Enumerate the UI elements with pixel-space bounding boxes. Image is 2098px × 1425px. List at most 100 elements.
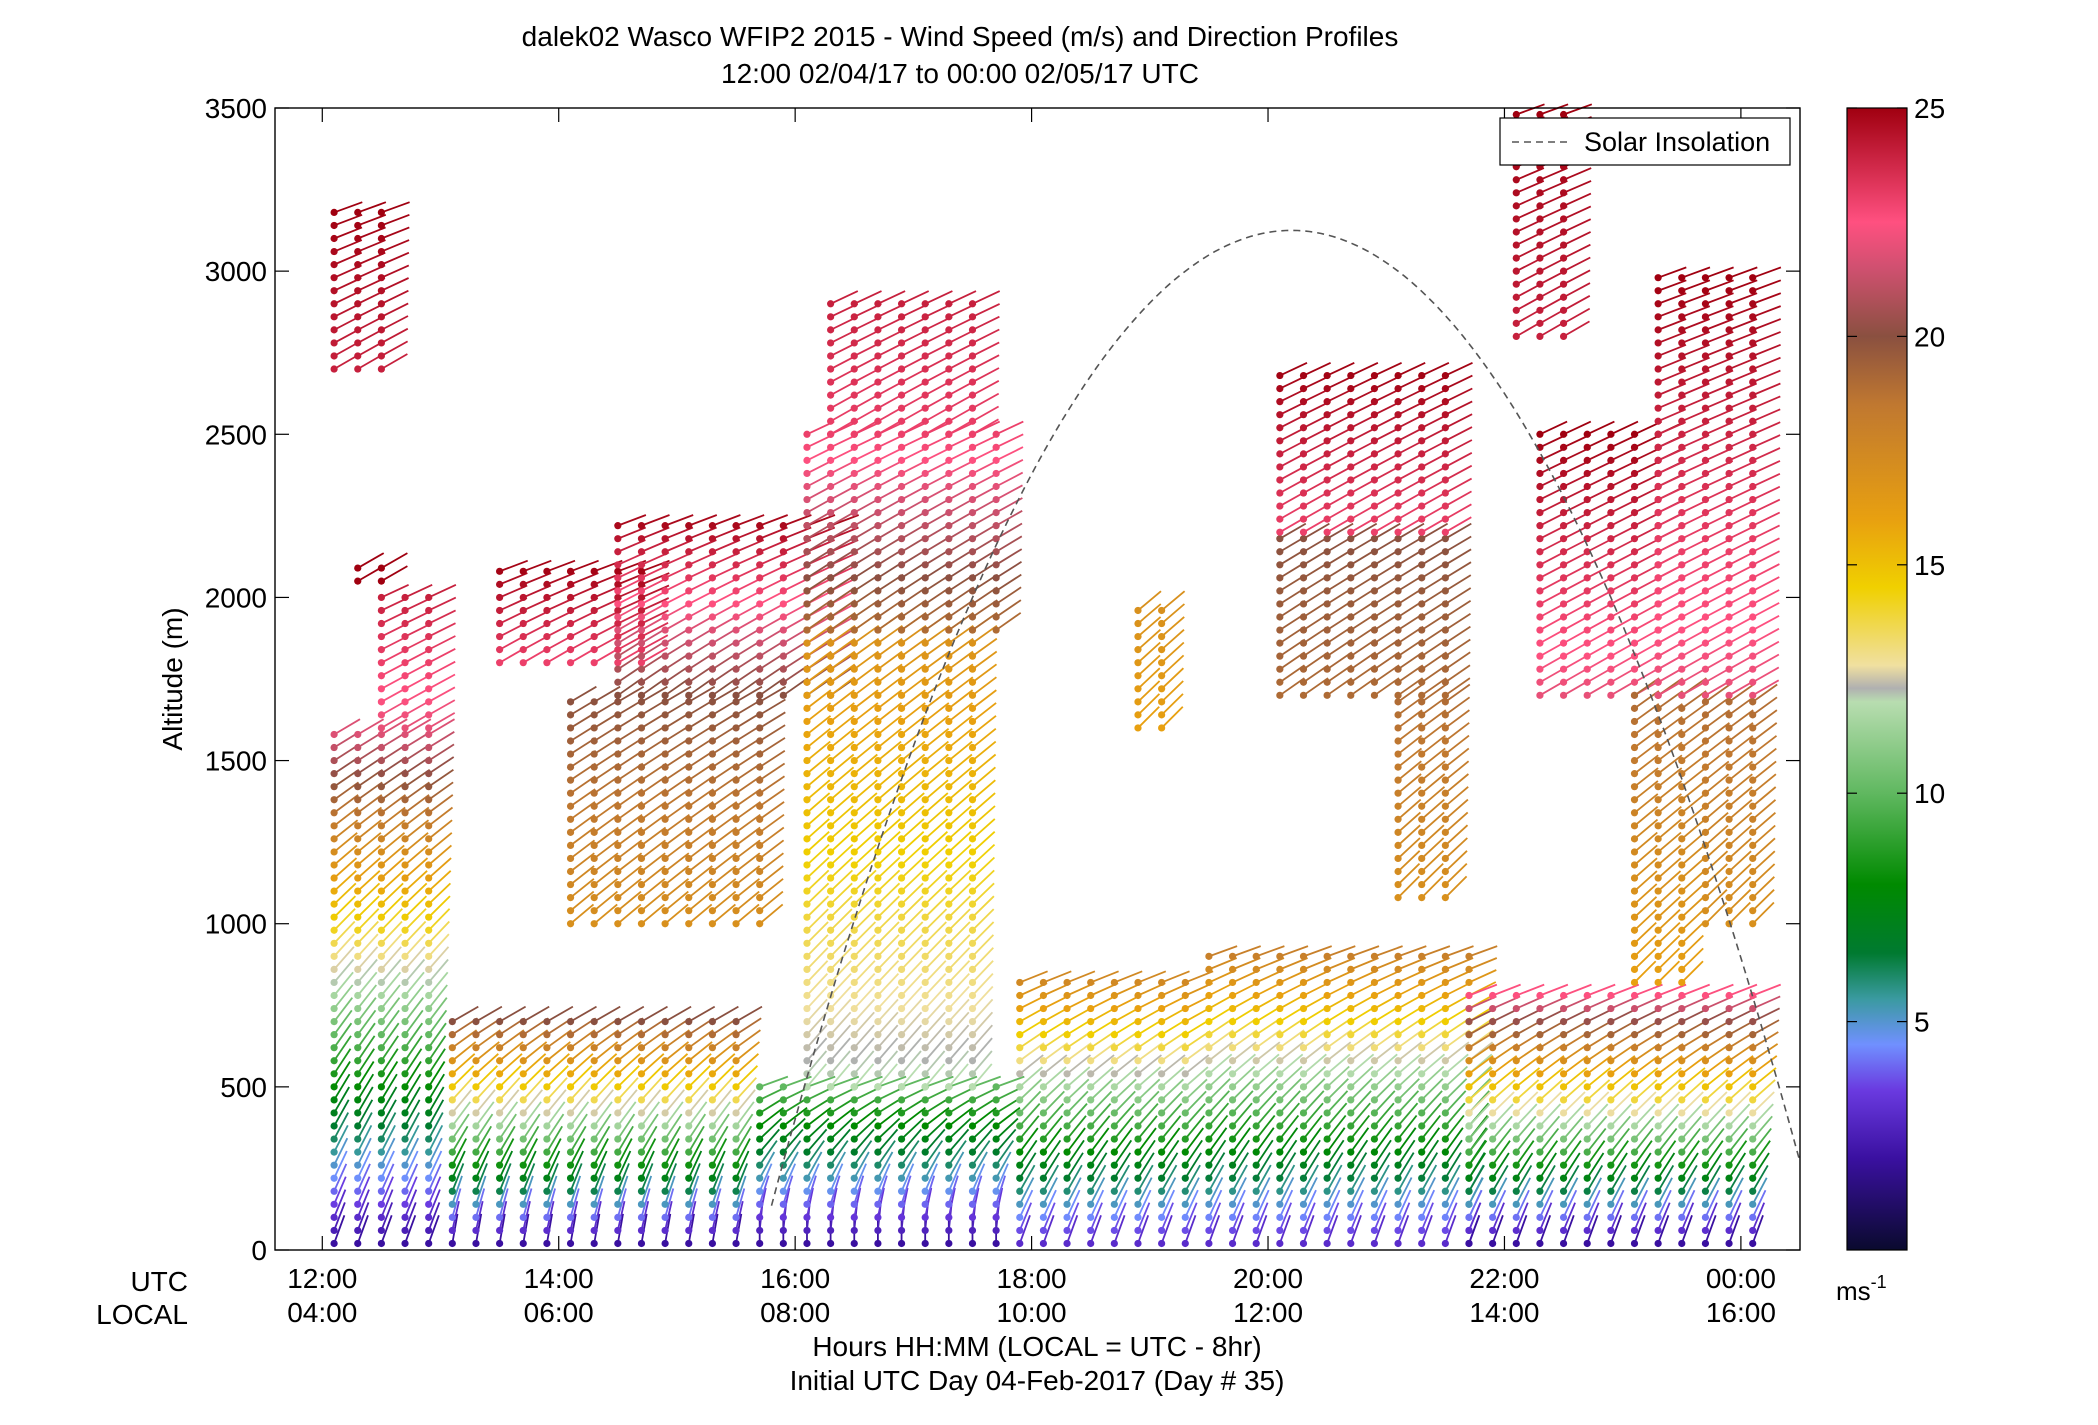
wind-barb-dot (1489, 991, 1497, 1000)
wind-barb-dot (1441, 1200, 1449, 1208)
wind-barb-dot (1418, 1187, 1426, 1195)
wind-barb-staff (428, 596, 457, 612)
wind-barb-dot (354, 1083, 362, 1091)
wind-barb-staff (759, 1075, 789, 1088)
wind-barb-staff (428, 712, 456, 729)
wind-barb-dot (661, 691, 669, 699)
wind-barb-staff (1255, 1102, 1277, 1127)
wind-barb-dot (1583, 522, 1591, 530)
wind-barb-dot (945, 848, 953, 856)
wind-barb-staff (593, 813, 620, 834)
wind-barb-dot (1536, 495, 1544, 504)
wind-barb-staff (593, 1150, 608, 1179)
wind-barb-dot (1181, 1161, 1189, 1169)
wind-barb-dot (377, 247, 385, 256)
wind-barb-staff (948, 1128, 970, 1153)
wind-barb-dot (590, 737, 598, 745)
wind-barb-staff (853, 727, 879, 749)
wind-barb-dot (472, 1161, 480, 1169)
wind-barb-staff (924, 998, 946, 1023)
wind-barb-staff (853, 676, 879, 697)
wind-barb-dot (354, 1018, 362, 1026)
wind-barb-dot (448, 1200, 456, 1208)
wind-barb-dot (1299, 450, 1308, 458)
wind-barb-staff (640, 865, 666, 886)
wind-barb-staff (853, 998, 876, 1023)
wind-barb-dot (1441, 1187, 1449, 1195)
wind-barb-dot (1559, 254, 1568, 262)
wind-barb-staff (1161, 970, 1190, 984)
wind-barb-dot (803, 691, 811, 699)
wind-barb-staff (427, 971, 449, 997)
wind-barb-staff (1562, 1127, 1583, 1153)
wind-barb-staff (357, 933, 379, 957)
wind-barb-dot (1228, 1161, 1237, 1169)
wind-barb-staff (1302, 1090, 1325, 1114)
wind-barb-dot (496, 1070, 504, 1078)
wind-barb-dot (945, 730, 953, 739)
wind-barb-dot (590, 802, 598, 810)
wind-barb-dot (945, 587, 953, 595)
wind-barb-dot (897, 469, 906, 478)
wind-barb-staff (783, 514, 812, 527)
wind-barb-staff (735, 526, 765, 540)
wind-barb-staff (451, 1053, 476, 1075)
wind-barb-dot (1370, 502, 1379, 510)
wind-barb-dot (1134, 991, 1142, 1000)
wind-barb-staff (356, 1112, 373, 1140)
wind-barb-dot (685, 802, 693, 810)
wind-barb-dot (1370, 1122, 1379, 1130)
wind-barb-dot (685, 1213, 693, 1221)
wind-barb-staff (475, 1163, 488, 1192)
wind-barb-dot (1205, 1070, 1213, 1078)
wind-barb-dot (590, 1083, 598, 1091)
wind-barb-dot (425, 926, 433, 934)
wind-barb-staff (1161, 1054, 1186, 1075)
wind-barb-dot (968, 600, 977, 608)
wind-barb-staff (758, 1163, 773, 1192)
wind-barb-dot (496, 1187, 504, 1195)
wind-barb-dot (874, 378, 882, 386)
wind-barb-dot (1181, 1004, 1189, 1013)
wind-barb-dot (330, 221, 338, 230)
wind-barb-dot (874, 352, 882, 360)
wind-barb-dot (874, 848, 882, 856)
wind-barb-staff (1468, 1091, 1492, 1114)
wind-barb-dot (732, 1057, 740, 1065)
wind-barb-dot (685, 776, 693, 784)
wind-barb-dot (1110, 1004, 1118, 1013)
wind-barb-dot (590, 724, 598, 732)
wind-barb-dot (590, 854, 598, 863)
wind-barb-staff (806, 998, 828, 1023)
wind-barb-dot (897, 1161, 906, 1169)
wind-barb-dot (354, 1070, 362, 1078)
wind-barb-dot (968, 978, 977, 987)
wind-barb-dot (1370, 1161, 1379, 1169)
wind-barb-dot (1299, 652, 1308, 660)
wind-barb-dot (1276, 1018, 1284, 1026)
wind-barb-dot (874, 939, 882, 947)
wind-barb-staff (522, 1065, 546, 1088)
wind-barb-staff (1444, 875, 1468, 899)
wind-barb-staff (1208, 1177, 1224, 1205)
wind-barb-dot (566, 632, 575, 641)
wind-barb-dot (708, 1187, 717, 1195)
wind-barb-staff (546, 1175, 558, 1205)
wind-barb-staff (498, 1125, 516, 1153)
wind-barb-staff (1231, 1090, 1254, 1114)
wind-barb-dot (708, 894, 717, 902)
wind-barb-staff (1491, 1164, 1509, 1192)
wind-barb-staff (1421, 1102, 1442, 1127)
wind-barb-dot (425, 1200, 433, 1208)
wind-barb-staff (640, 1125, 658, 1153)
wind-barb-dot (1536, 991, 1544, 1000)
wind-barb-dot (1110, 1109, 1118, 1117)
wind-barb-staff (900, 1063, 922, 1088)
wind-barb-dot (425, 848, 433, 856)
wind-barb-staff (427, 997, 448, 1023)
wind-barb-staff (357, 794, 383, 814)
wind-barb-dot (1276, 952, 1284, 960)
wind-barb-staff (1373, 522, 1401, 540)
wind-barb-dot (496, 1213, 504, 1221)
wind-barb-staff (1397, 747, 1423, 768)
